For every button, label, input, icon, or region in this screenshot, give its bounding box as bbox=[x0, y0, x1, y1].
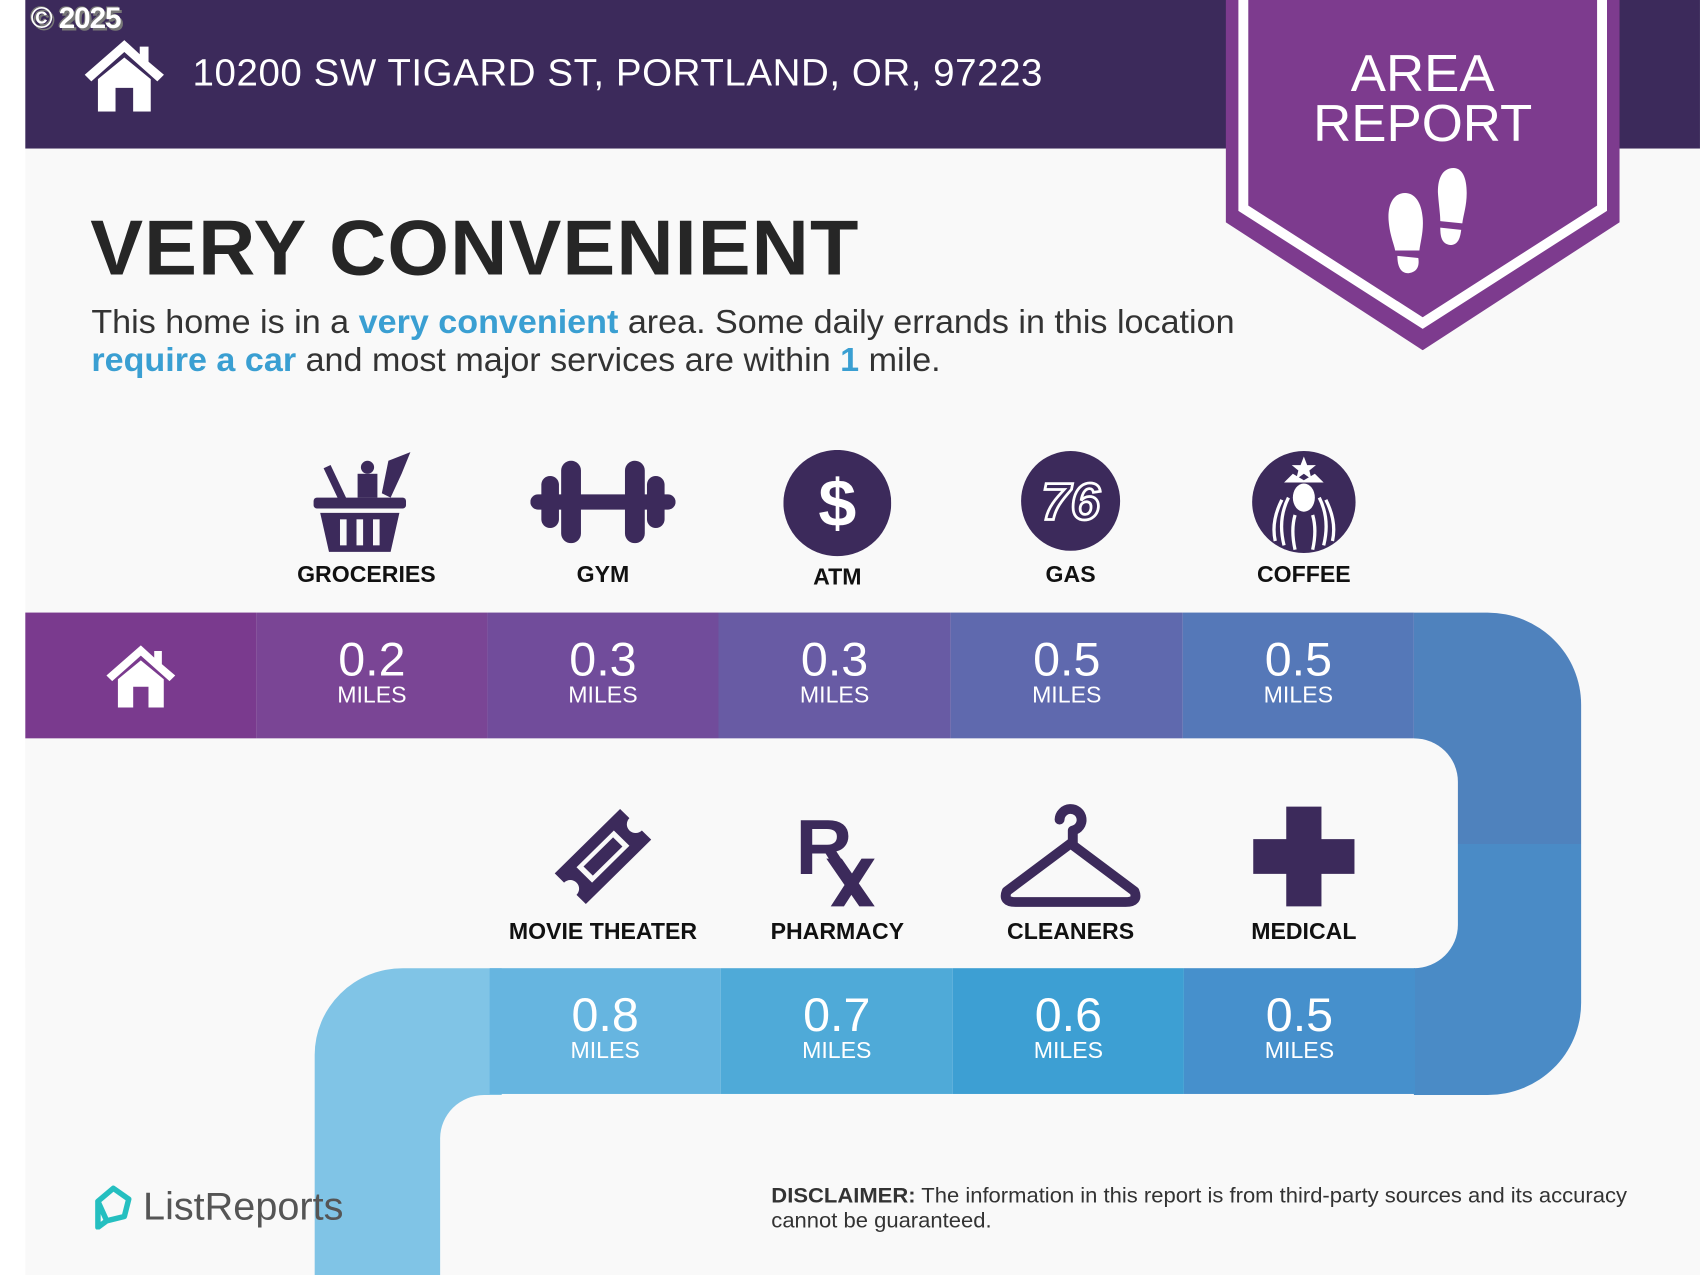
desc-text: and most major services are within bbox=[296, 340, 841, 379]
listreports-logo-icon bbox=[95, 1185, 132, 1230]
amenity-gym: GYM bbox=[487, 450, 718, 589]
amenity-label: MOVIE THEATER bbox=[508, 919, 698, 945]
distance-unit: MILES bbox=[337, 683, 407, 708]
distance-cell: 0.3 MILES bbox=[487, 612, 719, 739]
amenity-gas: 76 GAS bbox=[955, 450, 1186, 589]
footprints-icon bbox=[1388, 168, 1467, 274]
distance-unit: MILES bbox=[1264, 1038, 1335, 1064]
amenity-label: GAS bbox=[1045, 562, 1096, 588]
copyright: © 2025 bbox=[30, 2, 122, 35]
distance-cell: 0.2 MILES bbox=[256, 612, 488, 739]
svg-text:76: 76 bbox=[1041, 474, 1101, 532]
house-icon bbox=[84, 40, 164, 112]
house-icon bbox=[106, 645, 176, 708]
distance-value: 0.5 bbox=[1033, 633, 1101, 687]
distance-value: 0.3 bbox=[800, 633, 869, 687]
distance-cell: 0.6 MILES bbox=[952, 968, 1184, 1094]
property-address: 10200 SW TIGARD ST, PORTLAND, OR, 97223 bbox=[192, 52, 1044, 95]
amenity-label: CLEANERS bbox=[1007, 919, 1135, 945]
desc-highlight: 1 bbox=[840, 340, 860, 379]
amenity-label: ATM bbox=[813, 564, 862, 590]
grocery-basket-icon bbox=[313, 452, 411, 552]
medical-cross-icon bbox=[1253, 806, 1355, 907]
distance-unit: MILES bbox=[570, 1038, 640, 1064]
distance-value: 0.5 bbox=[1264, 633, 1332, 687]
distance-unit: MILES bbox=[568, 683, 638, 708]
disclaimer-label: DISCLAIMER: bbox=[771, 1183, 916, 1208]
amenity-medical: MEDICAL bbox=[1188, 802, 1419, 945]
distance-value: 0.2 bbox=[338, 633, 406, 687]
desc-highlight: very convenient bbox=[358, 302, 619, 341]
ticket-icon bbox=[554, 808, 652, 905]
distance-value: 0.3 bbox=[569, 633, 637, 687]
banner-line-2: REPORT bbox=[1313, 95, 1533, 153]
amenity-coffee: COFFEE bbox=[1188, 450, 1419, 589]
distance-cell: 0.7 MILES bbox=[720, 968, 953, 1094]
area-report-title: AREA REPORT bbox=[1226, 45, 1620, 153]
amenity-pharmacy: R PHARMACY bbox=[722, 802, 953, 945]
distance-cell: 0.8 MILES bbox=[489, 968, 721, 1094]
amenity-cleaners: CLEANERS bbox=[955, 802, 1186, 945]
amenity-label: MEDICAL bbox=[1251, 919, 1357, 945]
disclaimer-text: The information in this report is from t… bbox=[771, 1183, 1627, 1233]
listreports-logo-text: ListReports bbox=[143, 1183, 344, 1229]
route-gap bbox=[440, 1095, 1700, 1275]
amenity-label: GROCERIES bbox=[297, 562, 436, 588]
distance-cell: 0.5 MILES bbox=[950, 612, 1183, 739]
distance-unit: MILES bbox=[1033, 1038, 1104, 1064]
home-cell bbox=[25, 612, 257, 739]
amenity-label: PHARMACY bbox=[770, 919, 905, 945]
amenity-movie-theater: MOVIE THEATER bbox=[487, 802, 718, 945]
distance-cell: 0.5 MILES bbox=[1182, 612, 1414, 739]
desc-text: area. Some daily errands in this locatio… bbox=[618, 302, 1235, 341]
76-logo-icon: 76 bbox=[1021, 451, 1121, 551]
amenity-groceries: GROCERIES bbox=[251, 450, 482, 589]
disclaimer: DISCLAIMER: The information in this repo… bbox=[771, 1184, 1651, 1234]
distance-value: 0.8 bbox=[571, 988, 639, 1042]
desc-highlight: require a car bbox=[91, 340, 297, 379]
dumbbell-icon bbox=[530, 460, 676, 544]
rx-icon: R bbox=[796, 803, 875, 907]
distance-value: 0.5 bbox=[1265, 988, 1334, 1042]
area-report-banner bbox=[1225, 0, 1620, 351]
amenity-atm: $ ATM bbox=[722, 449, 953, 591]
amenity-label: GYM bbox=[576, 562, 630, 588]
route-gap bbox=[25, 738, 1458, 969]
svg-text:$: $ bbox=[818, 466, 856, 540]
description: This home is in a very convenient area. … bbox=[91, 302, 1246, 378]
desc-text: This home is in a bbox=[91, 302, 359, 341]
dollar-icon: $ bbox=[783, 449, 892, 557]
distance-unit: MILES bbox=[802, 1038, 872, 1064]
starbucks-logo-icon bbox=[1252, 451, 1356, 553]
convenience-rating-title: VERY CONVENIENT bbox=[90, 204, 860, 292]
distance-unit: MILES bbox=[799, 683, 870, 708]
desc-text: mile. bbox=[859, 340, 941, 379]
banner-line-1: AREA bbox=[1350, 45, 1495, 103]
distance-cell: 0.5 MILES bbox=[1183, 968, 1415, 1094]
amenity-label: COFFEE bbox=[1256, 562, 1351, 588]
distance-value: 0.7 bbox=[803, 988, 871, 1042]
distance-value: 0.6 bbox=[1034, 988, 1103, 1042]
distance-cell: 0.3 MILES bbox=[718, 612, 951, 739]
distance-unit: MILES bbox=[1032, 683, 1102, 708]
distance-unit: MILES bbox=[1263, 683, 1334, 708]
hanger-icon bbox=[1000, 804, 1141, 907]
